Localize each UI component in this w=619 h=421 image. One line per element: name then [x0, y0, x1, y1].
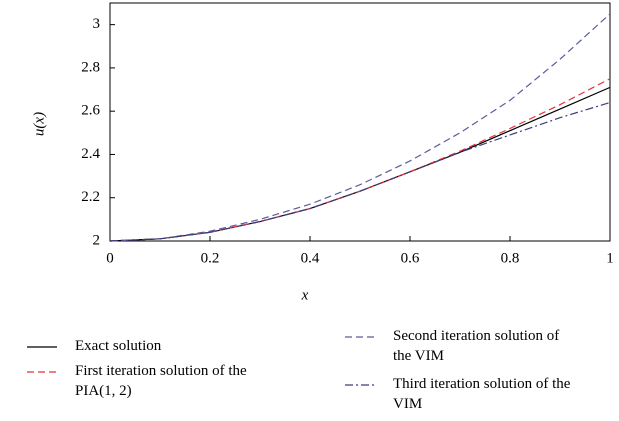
legend-item: Second iteration solution of the VIM — [345, 326, 580, 366]
y-tick-label: 2.2 — [81, 189, 100, 205]
y-axis-label: u(x) — [31, 112, 47, 136]
plot-frame — [109, 2, 611, 242]
y-tick-label: 3 — [93, 16, 101, 32]
legend-swatch — [345, 384, 375, 386]
y-tick-label: 2 — [93, 232, 101, 248]
series-line — [109, 86, 611, 242]
legend-label: Second iteration solution of the VIM — [393, 328, 560, 364]
series-line — [109, 13, 611, 242]
x-tick-label: 1 — [606, 250, 614, 266]
y-tick-label: 2.8 — [81, 59, 100, 75]
series-line — [109, 78, 611, 242]
series-line — [109, 101, 611, 242]
x-axis-label: x — [301, 287, 309, 303]
x-tick-label: 0.2 — [201, 250, 220, 266]
legend-item: First iteration solution of the PIA(1, 2… — [27, 361, 257, 401]
legend-swatch — [27, 371, 57, 373]
legend-label: First iteration solution of the PIA(1, 2… — [75, 363, 247, 399]
legend-label: Third iteration solution of the VIM — [393, 376, 571, 412]
legend-label: Exact solution — [75, 338, 162, 354]
y-tick-label: 2.6 — [81, 103, 100, 119]
legend-swatch — [345, 336, 375, 338]
x-tick-label: 0.4 — [301, 250, 320, 266]
y-tick-label: 2.4 — [81, 146, 100, 162]
legend-item: Third iteration solution of the VIM — [345, 374, 580, 414]
x-tick-label: 0 — [106, 250, 114, 266]
legend-item: Exact solution — [27, 336, 257, 356]
chart: x u(x) 0 0.2 0.4 0.6 0.8 1 2 2.2 2.4 2.6 2.8 3 — [31, 2, 614, 303]
x-tick-label: 0.6 — [401, 250, 420, 266]
legend-swatch — [27, 346, 57, 348]
x-tick-label: 0.8 — [501, 250, 520, 266]
